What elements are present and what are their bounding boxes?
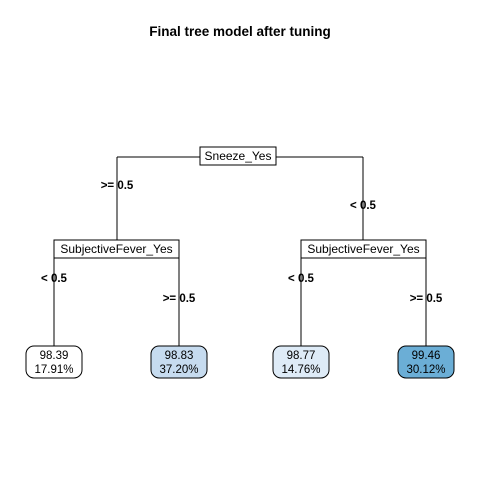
leaf-node: 99.46 30.12% bbox=[397, 345, 455, 379]
left-split-node: SubjectiveFever_Yes bbox=[53, 239, 180, 259]
diagram-title: Final tree model after tuning bbox=[149, 24, 331, 39]
left-split-node-label: SubjectiveFever_Yes bbox=[60, 242, 172, 256]
root-node: Sneeze_Yes bbox=[199, 146, 277, 166]
right-split-node: SubjectiveFever_Yes bbox=[300, 239, 427, 259]
leaf-percent: 37.20% bbox=[159, 364, 198, 376]
right-split-left-edge-label: < 0.5 bbox=[288, 273, 315, 285]
right-split-right-edge-label: >= 0.5 bbox=[410, 293, 443, 305]
root-connectors bbox=[116, 156, 364, 240]
leaf-percent: 30.12% bbox=[406, 364, 445, 376]
right-split-connectors bbox=[300, 258, 427, 348]
leaf-value: 98.77 bbox=[287, 350, 316, 362]
right-split-node-label: SubjectiveFever_Yes bbox=[307, 242, 419, 256]
leaf-percent: 17.91% bbox=[34, 364, 73, 376]
leaf-value: 98.83 bbox=[165, 350, 194, 362]
root-left-edge-label: >= 0.5 bbox=[101, 180, 134, 192]
left-split-connectors bbox=[53, 258, 180, 348]
leaf-node: 98.39 17.91% bbox=[25, 345, 83, 379]
left-split-left-edge-label: < 0.5 bbox=[41, 273, 68, 285]
leaf-percent: 14.76% bbox=[281, 364, 320, 376]
left-split-right-edge-label: >= 0.5 bbox=[163, 293, 196, 305]
leaf-node: 98.77 14.76% bbox=[272, 345, 330, 379]
root-node-label: Sneeze_Yes bbox=[205, 149, 272, 163]
leaf-value: 98.39 bbox=[40, 350, 69, 362]
root-right-edge-label: < 0.5 bbox=[350, 200, 377, 212]
leaf-value: 99.46 bbox=[412, 350, 441, 362]
leaf-node: 98.83 37.20% bbox=[150, 345, 208, 379]
